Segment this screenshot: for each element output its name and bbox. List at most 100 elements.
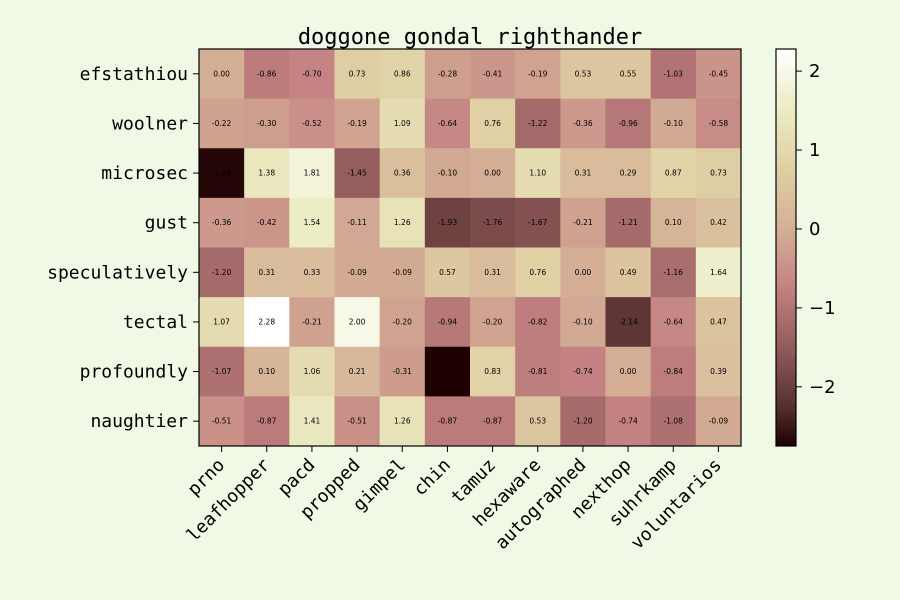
heatmap-cell	[650, 346, 697, 397]
heatmap-cell	[199, 297, 245, 348]
cell-value-label: -0.81	[528, 367, 548, 376]
heatmap-cell	[695, 148, 742, 199]
cell-value-label: -0.19	[347, 119, 367, 128]
cell-value-label: 0.55	[620, 69, 637, 78]
y-tick-label: profoundly	[80, 362, 189, 383]
heatmap-cell	[605, 148, 652, 199]
cell-value-label: -0.28	[438, 69, 458, 78]
y-tick-label: efstathiou	[80, 64, 188, 85]
heatmap-cell	[199, 247, 245, 298]
heatmap-cell-labels: 0.00 -0.86 -0.70 0.73 0.86 -0.28 -0.41 -0.19 0.5…	[212, 69, 728, 425]
cell-value-label: 1.10	[529, 169, 546, 178]
heatmap-cell	[244, 297, 290, 348]
colorbar-tick-label: −2	[809, 377, 836, 398]
heatmap-cell	[650, 98, 697, 149]
heatmap-cell	[289, 396, 335, 447]
heatmap-cell	[650, 197, 697, 248]
cell-value-label: -0.74	[573, 367, 593, 376]
heatmap-cell	[605, 346, 652, 397]
heatmap-cell	[560, 297, 606, 348]
heatmap-cell	[244, 197, 290, 248]
colorbar-tick-label: 1	[809, 140, 820, 161]
heatmap-cell	[334, 346, 381, 397]
cell-value-label: 1.07	[213, 317, 230, 326]
heatmap-cell	[199, 346, 245, 397]
cell-value-label: -0.84	[664, 367, 684, 376]
cell-value-label: -0.21	[302, 317, 322, 326]
cell-value-label: 0.10	[258, 367, 275, 376]
colorbar-tick-label: 2	[809, 61, 820, 82]
cell-value-label: 0.76	[484, 119, 501, 128]
heatmap-cell	[515, 297, 561, 348]
heatmap-cell	[199, 49, 245, 100]
cell-value-label: -0.20	[393, 317, 413, 326]
cell-value-label: -0.52	[302, 119, 322, 128]
heatmap-cell	[695, 49, 742, 100]
heatmap-cell	[379, 346, 426, 397]
heatmap-cell	[515, 148, 561, 199]
heatmap-cells	[199, 49, 742, 447]
heatmap-cell	[334, 148, 381, 199]
heatmap-cell	[560, 197, 606, 248]
y-axis: efstathiou woolner microsec gust speculative…	[47, 64, 199, 432]
cell-value-label: -1.03	[664, 69, 684, 78]
cell-value-label: -0.31	[393, 367, 413, 376]
cell-value-label: -0.36	[573, 119, 593, 128]
heatmap-cell	[470, 197, 516, 248]
cell-value-label: 0.00	[484, 169, 501, 178]
cell-value-label: 1.09	[394, 119, 411, 128]
cell-value-label: 0.76	[529, 268, 546, 277]
heatmap-cell	[605, 49, 652, 100]
heatmap-cell	[379, 98, 426, 149]
heatmap-cell	[605, 396, 652, 447]
cell-value-label: -0.87	[438, 417, 458, 426]
heatmap-cell	[379, 396, 426, 447]
cell-value-label: -0.74	[618, 417, 638, 426]
heatmap-cell	[244, 247, 290, 298]
heatmap-cell	[470, 247, 516, 298]
heatmap-cell	[244, 98, 290, 149]
cell-value-label: -0.22	[212, 119, 232, 128]
heatmap-cell	[199, 396, 245, 447]
cell-value-label: -1.22	[528, 119, 548, 128]
heatmap-cell	[515, 197, 561, 248]
heatmap-cell	[334, 98, 381, 149]
heatmap-cell	[695, 346, 742, 397]
cell-value-label: 1.26	[394, 417, 411, 426]
heatmap-cell	[515, 247, 561, 298]
cell-value-label: -0.86	[257, 69, 277, 78]
cell-value-label: 0.53	[575, 69, 592, 78]
cell-value-label: 0.00	[620, 367, 637, 376]
heatmap-cell	[424, 297, 471, 348]
heatmap-cell	[695, 197, 742, 248]
heatmap-cell	[560, 98, 606, 149]
y-tick-label: speculatively	[47, 262, 188, 283]
y-tick-label: woolner	[112, 113, 188, 134]
heatmap-cell	[379, 49, 426, 100]
cell-value-label: -0.21	[573, 218, 593, 227]
cell-value-label: 2.28	[258, 317, 275, 326]
colorbar-tick-label: −1	[809, 298, 836, 319]
heatmap-cell	[424, 197, 471, 248]
cell-value-label: -0.36	[212, 218, 232, 227]
heatmap-cell	[424, 247, 471, 298]
cell-value-label: 0.87	[665, 169, 682, 178]
cell-value-label: 1.06	[304, 367, 321, 376]
cell-value-label: 1.81	[304, 169, 321, 178]
heatmap-cell	[515, 49, 561, 100]
cell-value-label: -2.14	[618, 317, 638, 326]
heatmap-cell	[199, 98, 245, 149]
heatmap-cell	[560, 49, 606, 100]
heatmap-cell	[334, 197, 381, 248]
colorbar-tick-label: 0	[809, 219, 820, 240]
cell-value-label: -1.08	[664, 417, 684, 426]
heatmap-cell	[650, 297, 697, 348]
heatmap-cell	[560, 148, 606, 199]
heatmap-cell	[470, 49, 516, 100]
cell-value-label: -1.16	[664, 268, 684, 277]
heatmap-cell	[244, 396, 290, 447]
heatmap-cell	[650, 49, 697, 100]
cell-value-label: -0.58	[709, 119, 729, 128]
